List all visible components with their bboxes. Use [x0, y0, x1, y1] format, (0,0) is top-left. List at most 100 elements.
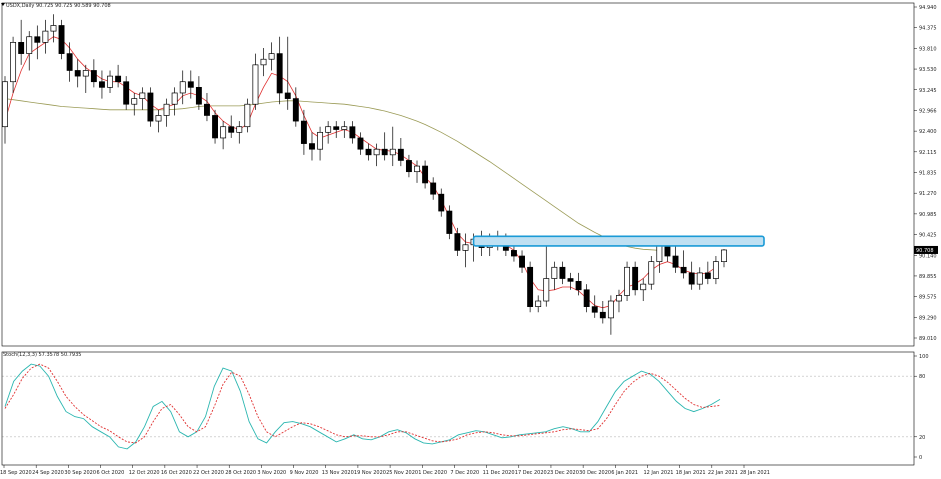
candlestick: [284, 36, 291, 110]
bullish-candle-body: [551, 266, 558, 279]
bearish-candle-body: [599, 311, 606, 319]
candlestick: [317, 126, 324, 161]
candlestick: [115, 64, 122, 88]
bearish-candle-body: [591, 306, 598, 313]
x-tick-label: 22 Oct 2020: [193, 470, 224, 476]
bearish-candle-body: [195, 86, 202, 105]
bearish-candle-body: [438, 193, 445, 212]
candlestick: [438, 188, 445, 217]
bullish-candle-body: [712, 261, 719, 279]
candlestick: [672, 244, 679, 273]
bearish-candle-body: [672, 255, 679, 268]
bullish-candle-body: [535, 300, 542, 307]
bearish-candle-body: [276, 53, 283, 94]
x-tick-label: 23 Dec 2020: [547, 470, 579, 476]
price-y-tick-label: 90.425: [919, 233, 937, 239]
x-tick-label: 28 Jan 2021: [740, 470, 770, 476]
candlestick: [559, 261, 566, 285]
bullish-candle-body: [317, 131, 324, 150]
bullish-candle-body: [82, 70, 89, 77]
bearish-candle-body: [18, 42, 25, 54]
bullish-candle-body: [2, 81, 8, 128]
stoch-frame: [1, 351, 915, 466]
bearish-candle-body: [98, 81, 105, 88]
candlestick: [139, 87, 146, 110]
candlestick: [680, 250, 687, 279]
bullish-candle-body: [373, 148, 380, 156]
candlestick: [341, 121, 348, 138]
price-y-tick-label: 89.855: [919, 274, 937, 280]
candlestick: [155, 109, 162, 133]
bearish-candle-body: [34, 36, 41, 43]
candlestick: [58, 19, 65, 60]
bullish-candle-body: [721, 249, 727, 263]
last-price-label: 90.708: [916, 248, 934, 254]
bullish-candle-body: [163, 103, 170, 116]
bearish-candle-body: [422, 165, 429, 184]
candlestick: [357, 132, 364, 155]
bullish-candle-body: [131, 98, 138, 105]
chart-menu-icon: [1, 3, 5, 6]
x-tick-label: 17 Dec 2020: [515, 470, 547, 476]
candlestick: [567, 272, 574, 290]
bearish-candle-body: [583, 289, 590, 307]
candlestick: [171, 87, 178, 116]
stoch-y-tick-label: 100: [919, 354, 929, 360]
stoch-signal-line: [4, 363, 721, 444]
bearish-candle-body: [527, 266, 534, 307]
x-tick-label: 13 Nov 2020: [322, 470, 354, 476]
bearish-candle-body: [90, 70, 97, 83]
price-y-tick-label: 93.245: [919, 88, 937, 94]
bullish-candle-body: [260, 58, 267, 66]
candlestick: [268, 42, 275, 71]
candlestick: [74, 59, 81, 88]
candlestick: [42, 19, 49, 54]
candlestick: [179, 70, 186, 105]
candlestick: [535, 295, 542, 313]
price-y-tick-label: 90.985: [919, 212, 937, 218]
x-tick-label: 9 Nov 2020: [290, 470, 319, 476]
bullish-candle-body: [696, 272, 703, 285]
x-tick-label: 11 Dec 2020: [483, 470, 515, 476]
bearish-candle-body: [405, 160, 412, 173]
resistance-zone: [472, 235, 765, 247]
bearish-candle-body: [567, 278, 574, 282]
x-tick-label: 18 Jan 2021: [676, 470, 706, 476]
candlestick: [107, 70, 113, 93]
bearish-candle-body: [300, 120, 307, 144]
bullish-candle-body: [139, 92, 146, 99]
price-y-tick-label: 94.375: [919, 26, 937, 32]
bearish-candle-body: [204, 103, 210, 116]
candlestick: [252, 53, 259, 110]
stoch-y-tick-label: 80: [919, 374, 925, 380]
candlestick: [712, 256, 719, 285]
bearish-candle-body: [511, 250, 517, 257]
bullish-candle-body: [640, 283, 647, 291]
candlestick: [648, 256, 655, 290]
candlestick: [365, 143, 372, 161]
candlestick: [50, 14, 57, 43]
stochastic-panel: [2, 363, 914, 450]
candlestick: [519, 250, 525, 273]
bullish-candle-body: [179, 81, 186, 94]
x-tick-label: 25 Nov 2020: [386, 470, 418, 476]
bearish-candle-body: [454, 233, 461, 251]
price-panel: [2, 14, 765, 335]
x-tick-label: 22 Jan 2021: [708, 470, 738, 476]
candlestick: [82, 64, 89, 93]
candlestick: [292, 87, 299, 127]
candlestick: [2, 76, 8, 144]
candlestick: [616, 289, 622, 313]
bearish-candle-body: [349, 126, 356, 139]
candlestick: [527, 261, 534, 313]
candlestick: [704, 261, 711, 285]
candlestick: [397, 137, 404, 167]
price-frame: [1, 2, 915, 347]
candlestick: [300, 109, 307, 155]
candlestick: [624, 261, 631, 302]
bullish-candle-body: [220, 126, 227, 139]
price-y-tick-label: 89.575: [919, 295, 937, 301]
stoch-chart-title: Stoch(12,3,3) 57.3578 50.7935: [3, 352, 81, 358]
